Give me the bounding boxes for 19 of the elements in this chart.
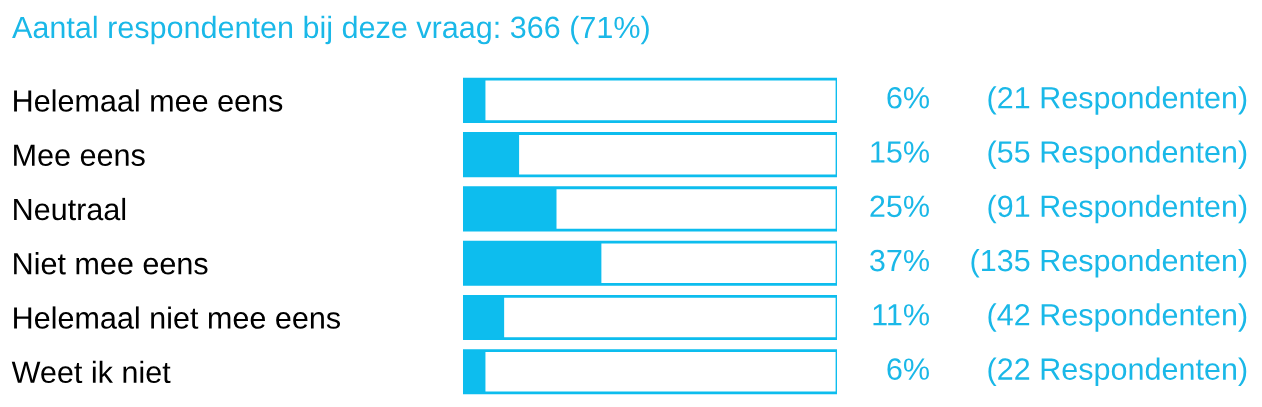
y-tick-label: Helemaal niet mee eens: [14, 306, 341, 329]
text: (55 Respondenten): [988, 140, 1247, 169]
chart-title: Aantal respondenten bij deze vraag: 366 (71%): [12, 15, 649, 45]
y-tick-label: Neutraal: [14, 197, 126, 221]
data-label: 25%: [870, 195, 929, 218]
y-tick-label: Mee eens: [14, 144, 145, 167]
data-label: 6%: [887, 86, 929, 109]
text: (42 Respondenten): [988, 303, 1247, 332]
text: (91 Respondenten): [988, 194, 1247, 224]
text: (21 Respondenten): [988, 86, 1247, 115]
y-tick-label: Weet ik niet: [11, 360, 171, 384]
text: (135 Respondenten): [971, 248, 1247, 278]
data-label: 6%: [887, 358, 929, 380]
data-label: 15%: [871, 141, 929, 163]
data-label: 37%: [870, 249, 929, 272]
y-tick-label: Niet mee eens: [14, 252, 208, 275]
text: (22 Respondenten): [988, 357, 1247, 386]
data-label: 11%: [873, 304, 929, 326]
y-tick-label: Helemaal mee eens: [14, 89, 283, 112]
